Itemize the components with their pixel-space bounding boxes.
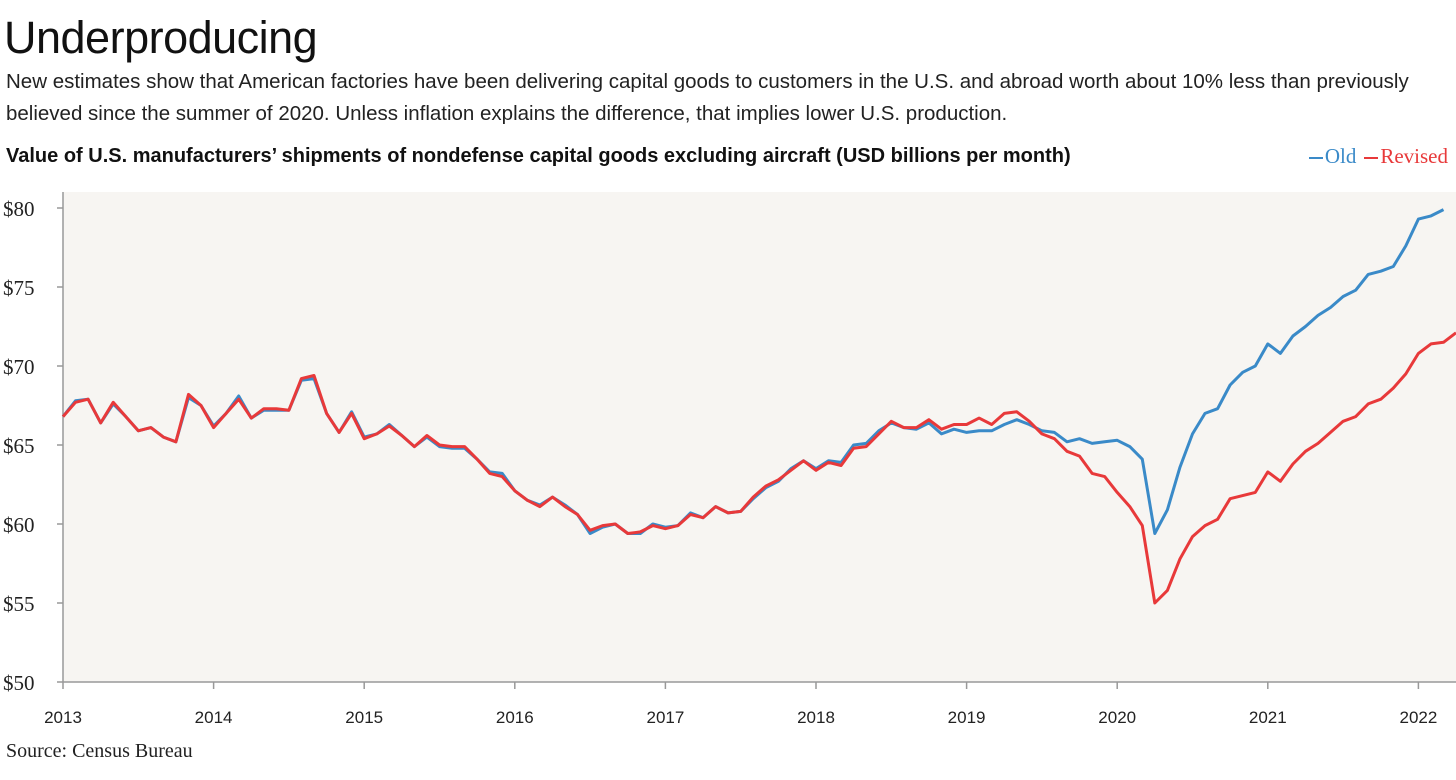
y-tick-label: $65 — [3, 434, 35, 458]
x-tick-label: 2014 — [195, 708, 233, 727]
page-title: Underproducing — [4, 12, 318, 63]
x-tick-label: 2013 — [44, 708, 82, 727]
legend-old-swatch — [1308, 156, 1323, 160]
legend-revised-swatch — [1364, 156, 1379, 160]
y-tick-label: $55 — [3, 592, 35, 616]
x-tick-label: 2019 — [948, 708, 986, 727]
legend-revised-label: Revised — [1380, 144, 1448, 168]
x-tick-label: 2015 — [345, 708, 383, 727]
x-tick-label: 2017 — [646, 708, 684, 727]
x-tick-label: 2020 — [1098, 708, 1136, 727]
legend: Old Revised — [1301, 142, 1448, 170]
y-tick-label: $60 — [3, 513, 35, 537]
source-note: Source: Census Bureau — [6, 740, 193, 762]
plot-area — [63, 192, 1456, 682]
x-tick-label: 2021 — [1249, 708, 1287, 727]
y-tick-label: $50 — [3, 671, 35, 695]
y-tick-label: $70 — [3, 355, 35, 379]
subtitle: New estimates show that American factori… — [6, 70, 1409, 125]
legend-old-label: Old — [1324, 144, 1357, 168]
series-line-revised — [61, 331, 1456, 605]
y-tick-label: $75 — [3, 276, 35, 300]
x-tick-label: 2016 — [496, 708, 534, 727]
x-tick-label: 2022 — [1399, 708, 1437, 727]
chart-title: Value of U.S. manufacturers’ shipments o… — [6, 145, 1071, 167]
x-tick-label: 2018 — [797, 708, 835, 727]
y-tick-label: $80 — [3, 197, 35, 221]
